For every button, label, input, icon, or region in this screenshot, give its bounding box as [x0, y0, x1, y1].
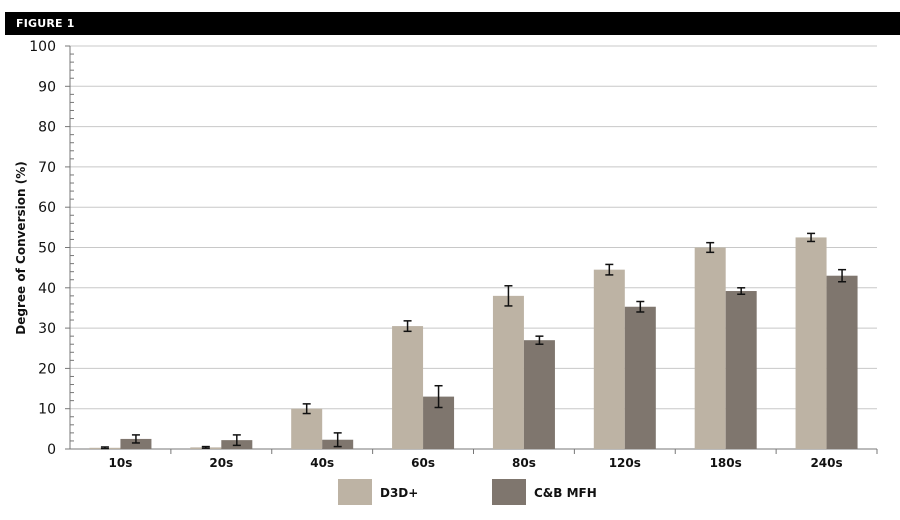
bar-cb-mfh — [826, 275, 858, 449]
bar-d3d — [694, 247, 726, 449]
bar-d3d — [291, 408, 323, 449]
x-tick-label: 120s — [609, 456, 641, 470]
legend-label: C&B MFH — [534, 486, 597, 500]
bar-d3d — [392, 326, 424, 449]
y-tick-label: 90 — [38, 79, 56, 95]
legend: D3D+ C&B MFH — [338, 479, 597, 505]
bar-d3d — [795, 237, 827, 449]
y-tick-label: 100 — [29, 39, 56, 55]
bar-d3d — [492, 295, 524, 449]
legend-swatch — [492, 479, 526, 505]
bar-cb-mfh — [523, 340, 555, 449]
x-tick-label: 20s — [209, 456, 233, 470]
x-tick-label: 60s — [411, 456, 435, 470]
bar-d3d — [593, 269, 625, 449]
x-tick-label: 180s — [710, 456, 742, 470]
y-tick-label: 30 — [38, 321, 56, 337]
legend-label: D3D+ — [380, 486, 418, 500]
y-axis-label: Degree of Conversion (%) — [14, 161, 28, 334]
figure-header: FIGURE 1 — [5, 12, 900, 35]
x-tick-label: 40s — [310, 456, 334, 470]
y-tick-label: 50 — [38, 241, 56, 257]
legend-swatch — [338, 479, 372, 505]
bar-cb-mfh — [120, 438, 152, 449]
bar-cb-mfh — [725, 291, 757, 449]
y-tick-label: 0 — [47, 442, 56, 458]
x-tick-label: 80s — [512, 456, 536, 470]
y-tick-label: 70 — [38, 160, 56, 176]
x-tick-label: 240s — [810, 456, 842, 470]
figure-title: FIGURE 1 — [16, 17, 75, 30]
y-tick-label: 10 — [38, 402, 56, 418]
y-tick-label: 40 — [38, 281, 56, 297]
x-tick-label: 10s — [109, 456, 133, 470]
y-tick-label: 20 — [38, 361, 56, 377]
y-tick-label: 60 — [38, 200, 56, 216]
bar-cb-mfh — [624, 306, 656, 449]
y-tick-label: 80 — [38, 120, 56, 136]
